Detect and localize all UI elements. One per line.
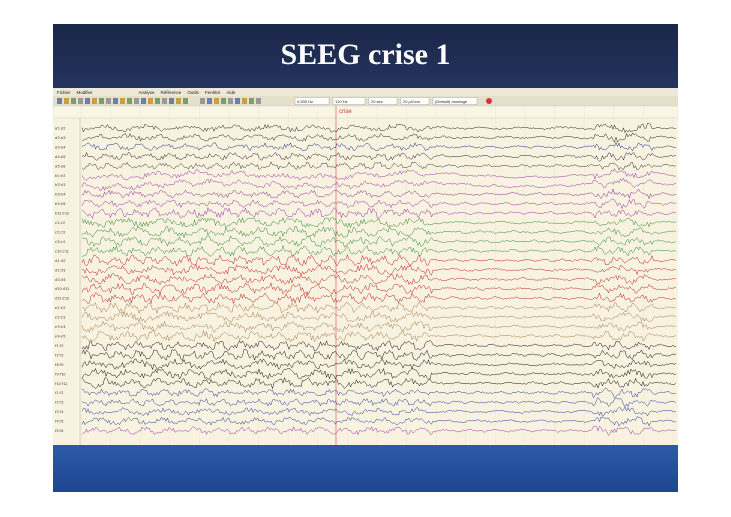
tool-icon xyxy=(106,98,111,104)
tool-icon xyxy=(162,98,167,104)
tool-icon xyxy=(92,98,97,104)
channel-label: a'5 a'6 xyxy=(55,164,65,168)
tool-icon xyxy=(64,98,69,104)
channel-label: d'10 d'11 xyxy=(55,287,69,291)
tool-icon xyxy=(78,98,83,104)
tool-icon xyxy=(235,98,240,104)
channel-label: f'10 f'11 xyxy=(55,382,67,386)
footer-band xyxy=(53,445,678,492)
channel-label: d'11 d'12 xyxy=(55,297,69,301)
channel-label: d'2 d'3 xyxy=(55,268,65,272)
tool-icon xyxy=(120,98,125,104)
channel-label: f'9 f'10 xyxy=(55,372,65,376)
tool-icon xyxy=(134,98,139,104)
menu-item: Fenêtre xyxy=(205,90,221,95)
menu-item: Analyse xyxy=(139,90,156,95)
tool-icon xyxy=(85,98,90,104)
tool-icon xyxy=(127,98,132,104)
channel-label: f'8 f'9 xyxy=(55,363,63,367)
tool-icon xyxy=(99,98,104,104)
menu-item: Fichier xyxy=(57,90,71,95)
channel-label: d'1 d'2 xyxy=(55,259,65,263)
channel-label: e'3 e'4 xyxy=(55,325,65,329)
dropdown-label: 20 µV/cm xyxy=(403,99,421,104)
dropdown-label: 20 sec xyxy=(371,99,383,104)
slide: SEEG crise 1 Fichier Modifier Analyse Référ… xyxy=(53,24,678,492)
eeg-screenshot: Fichier Modifier Analyse Référence Outils Fen… xyxy=(53,88,678,445)
title-band: SEEG crise 1 xyxy=(53,24,678,88)
channel-label: b'2 b'3 xyxy=(55,183,65,187)
tool-icon xyxy=(221,98,226,104)
tool-icon xyxy=(200,98,205,104)
channel-label: b'4 b'5 xyxy=(55,202,65,206)
tool-icon xyxy=(214,98,219,104)
channel-label: b'1 b'2 xyxy=(55,174,65,178)
tool-icon xyxy=(141,98,146,104)
tool-icon xyxy=(57,98,62,104)
channel-label: c'3 c'4 xyxy=(55,240,65,244)
menu-item: Modifier xyxy=(77,90,94,95)
tool-icon xyxy=(155,98,160,104)
tool-icon xyxy=(169,98,174,104)
channel-label: t'5 t'6 xyxy=(55,429,63,433)
channel-label: a'4 a'5 xyxy=(55,155,65,159)
tool-icon xyxy=(228,98,233,104)
tool-icon xyxy=(71,98,76,104)
tool-icon xyxy=(176,98,181,104)
menu-item: Référence xyxy=(161,90,182,95)
channel-label: c'2 c'3 xyxy=(55,231,65,235)
dropdown-label: 120 Hz xyxy=(335,99,348,104)
channel-label: t'3 t'4 xyxy=(55,410,63,414)
menu-item: Outils xyxy=(187,90,199,95)
tool-icon xyxy=(183,98,188,104)
tool-icon xyxy=(256,98,261,104)
dropdown-label: 0,530 Hz xyxy=(297,99,313,104)
channel-label: a'3 a'4 xyxy=(55,145,65,149)
dropdown-label: (Default) montage xyxy=(435,99,468,104)
stop-icon xyxy=(486,98,492,104)
channel-label: f'2 f'3 xyxy=(55,353,63,357)
channel-label: b'11 b'12 xyxy=(55,212,69,216)
tool-icon xyxy=(242,98,247,104)
channel-label: f'1 f'2 xyxy=(55,344,63,348)
tool-icon xyxy=(249,98,254,104)
channel-label: e'2 e'3 xyxy=(55,316,65,320)
channel-label: a'2 a'3 xyxy=(55,136,65,140)
tool-icon xyxy=(148,98,153,104)
channel-label: c'10 c'11 xyxy=(55,249,69,253)
channel-label: t'4 t'5 xyxy=(55,420,63,424)
tool-icon xyxy=(207,98,212,104)
tool-icon xyxy=(113,98,118,104)
channel-label: c'1 c'2 xyxy=(55,221,65,225)
channel-label: e'1 e'2 xyxy=(55,306,65,310)
channel-label: t'2 t'3 xyxy=(55,401,63,405)
channel-label: d'3 d'4 xyxy=(55,278,65,282)
event-label: crise xyxy=(339,109,352,115)
menu-item: Aide xyxy=(226,90,236,95)
channel-label: e'4 e'5 xyxy=(55,335,65,339)
channel-label: a'1 a'2 xyxy=(55,127,65,131)
slide-title: SEEG crise 1 xyxy=(53,38,678,72)
channel-label: t'1 t'2 xyxy=(55,391,63,395)
toolbar xyxy=(53,96,678,106)
channel-label: b'3 b'4 xyxy=(55,193,65,197)
